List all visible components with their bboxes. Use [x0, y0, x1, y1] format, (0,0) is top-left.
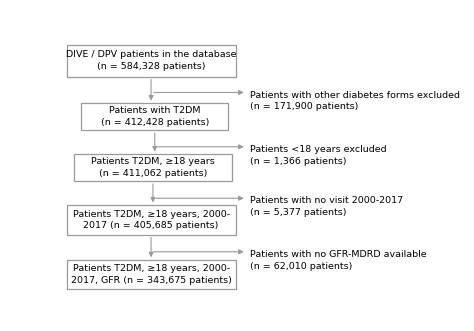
FancyBboxPatch shape [66, 205, 236, 235]
FancyBboxPatch shape [66, 260, 236, 290]
FancyBboxPatch shape [82, 103, 228, 130]
FancyBboxPatch shape [74, 154, 232, 181]
Text: DIVE / DPV patients in the database
(n = 584,328 patients): DIVE / DPV patients in the database (n =… [66, 50, 237, 71]
Text: Patients T2DM, ≥18 years, 2000-
2017, GFR (n = 343,675 patients): Patients T2DM, ≥18 years, 2000- 2017, GF… [71, 264, 231, 285]
Text: Patients with no GFR-MDRD available
(n = 62,010 patients): Patients with no GFR-MDRD available (n =… [250, 250, 427, 271]
Text: Patients with no visit 2000-2017
(n = 5,377 patients): Patients with no visit 2000-2017 (n = 5,… [250, 197, 403, 217]
Text: Patients T2DM, ≥18 years
(n = 411,062 patients): Patients T2DM, ≥18 years (n = 411,062 pa… [91, 158, 215, 178]
Text: Patients with other diabetes forms excluded
(n = 171,900 patients): Patients with other diabetes forms exclu… [250, 91, 460, 112]
Text: Patients T2DM, ≥18 years, 2000-
2017 (n = 405,685 patients): Patients T2DM, ≥18 years, 2000- 2017 (n … [73, 210, 229, 230]
Text: Patients with T2DM
(n = 412,428 patients): Patients with T2DM (n = 412,428 patients… [100, 107, 209, 127]
Text: Patients <18 years excluded
(n = 1,366 patients): Patients <18 years excluded (n = 1,366 p… [250, 145, 387, 166]
FancyBboxPatch shape [66, 45, 236, 77]
